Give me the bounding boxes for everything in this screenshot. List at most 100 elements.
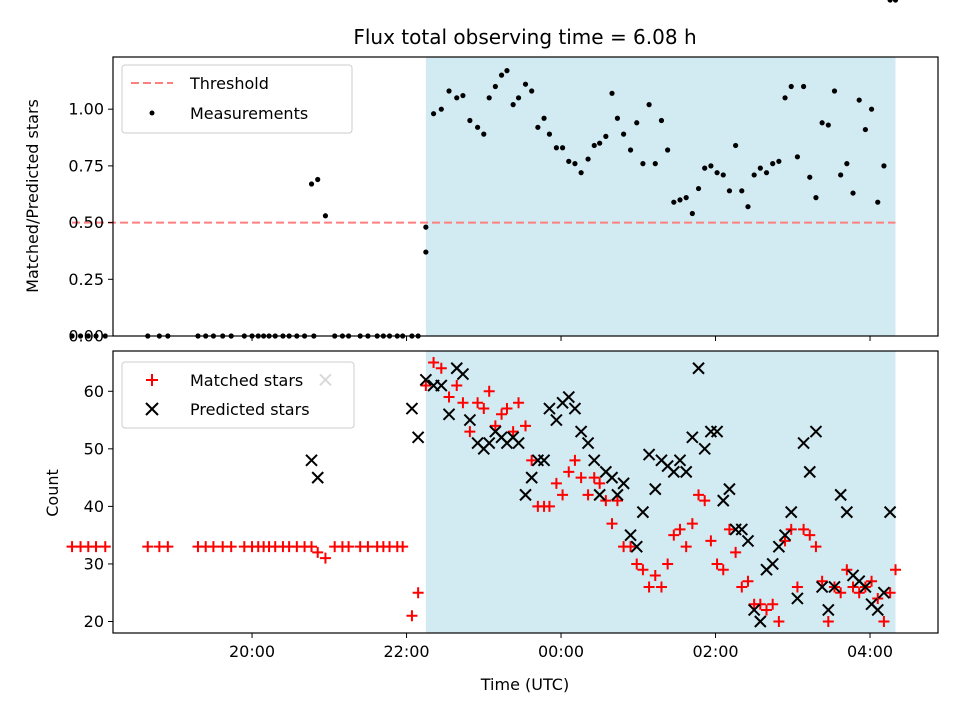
measurement-point: [763, 170, 770, 176]
predicted-star-point: [809, 425, 823, 438]
measurement-point: [541, 115, 547, 121]
predicted-star-point: [772, 540, 786, 553]
matched-star-point: [550, 477, 562, 489]
measurement-point: [438, 106, 444, 112]
predicted-star-point: [797, 436, 810, 450]
measurement-point: [591, 142, 597, 149]
y-tick-label: 40: [84, 497, 104, 516]
x-tick-label: 22:00: [383, 642, 429, 661]
measurement-point: [460, 92, 466, 99]
matched-star-point: [742, 575, 754, 587]
matched-star-point: [754, 598, 766, 610]
measurement-point: [640, 161, 646, 167]
panel-ratio: 0.00 0.25 0.50 0.75 1.00 Matched/Predicted s…: [23, 0, 939, 346]
measurement-point: [875, 199, 881, 205]
matched-star-point: [835, 587, 847, 599]
matched-star-point: [483, 385, 495, 397]
measurement-point: [553, 145, 559, 151]
predicted-star-point: [311, 471, 324, 484]
predicted-star-point: [828, 580, 841, 594]
legend-measurement-label: Measurements: [190, 104, 308, 123]
predicted-star-point: [686, 431, 699, 444]
matched-star-point: [773, 615, 785, 627]
measurement-point: [652, 161, 658, 167]
predicted-star-point: [574, 425, 588, 438]
measurement-point: [454, 95, 460, 101]
measurement-point: [535, 124, 541, 130]
matched-star-point: [489, 420, 501, 432]
measurement-point: [881, 163, 887, 169]
y-tick-label: 1.00: [68, 100, 104, 119]
measurement-point: [102, 333, 108, 339]
y-tick-label: 0.00: [68, 327, 104, 346]
legend-frame-top: [121, 64, 353, 134]
predicted-star-point: [519, 488, 532, 502]
measurement-point: [646, 102, 652, 108]
plot-frame-bottom: [112, 350, 939, 634]
predicted-star-point: [593, 488, 606, 502]
measurement-point: [492, 83, 498, 90]
matched-star-point: [526, 454, 538, 466]
matched-star-point: [443, 391, 455, 403]
matched-star-point: [606, 518, 618, 530]
measurement-point: [702, 165, 708, 171]
matched-star-point: [705, 535, 717, 547]
matched-star-point: [668, 529, 680, 541]
matched-star-point: [841, 564, 853, 576]
measurement-point: [776, 158, 782, 164]
predicted-star-point: [822, 603, 835, 617]
x-tick-label: 02:00: [692, 642, 738, 661]
observing-window-shade-top: [425, 57, 896, 336]
predicted-star-point: [710, 425, 724, 438]
matched-star-point: [791, 581, 803, 593]
measurement-point: [498, 72, 505, 78]
matched-star-point: [99, 541, 111, 553]
matched-star-point: [686, 518, 698, 530]
matched-star-point: [575, 472, 587, 484]
predicted-star-point: [859, 580, 872, 594]
measurement-point: [481, 131, 487, 137]
measurement-point: [597, 140, 603, 146]
measurement-point: [614, 115, 621, 121]
measurement-point: [486, 95, 492, 101]
x-axis-ticks-top: [251, 336, 871, 341]
matched-star-point: [412, 587, 424, 599]
matched-star-point: [582, 489, 594, 501]
measurement-point: [510, 102, 516, 108]
matched-star-point: [588, 472, 600, 484]
matched-star-point: [611, 495, 623, 507]
legend-matched-swatch: [146, 374, 158, 386]
measurement-point: [515, 95, 522, 101]
predicted-star-point: [692, 362, 705, 375]
matched-star-point: [464, 426, 476, 438]
measurement-point: [819, 120, 825, 126]
y-axis-ticks-top: 0.00 0.25 0.50 0.75 1.00: [68, 100, 113, 346]
predicted-star-point: [803, 465, 816, 479]
matched-star-point: [798, 523, 810, 535]
measurement-point: [423, 249, 429, 255]
matched-star-point: [693, 489, 705, 501]
matched-star-point: [569, 454, 581, 466]
measurement-point: [85, 333, 91, 339]
predicted-star-point: [442, 408, 456, 421]
measurement-point: [546, 131, 553, 137]
matched-star-point: [816, 575, 828, 587]
measurement-point: [467, 117, 473, 124]
measurement-point: [856, 97, 862, 103]
matched-star-point: [457, 397, 469, 409]
matched-star-point: [884, 587, 896, 599]
predicted-star-point: [581, 436, 595, 450]
matched-star-point: [543, 500, 555, 512]
predicted-star-point: [562, 390, 575, 404]
matched-star-point: [878, 615, 890, 627]
measurement-point: [844, 161, 850, 167]
matched-star-point: [643, 581, 655, 593]
measurement-point: [720, 172, 726, 178]
measurement-point: [585, 156, 591, 162]
predicted-star-point: [611, 488, 624, 502]
measurement-point: [813, 195, 819, 201]
measurement-point: [665, 147, 671, 153]
matched-star-point: [520, 420, 531, 432]
predicted-star-point: [419, 373, 433, 386]
matched-star-point: [637, 564, 649, 576]
